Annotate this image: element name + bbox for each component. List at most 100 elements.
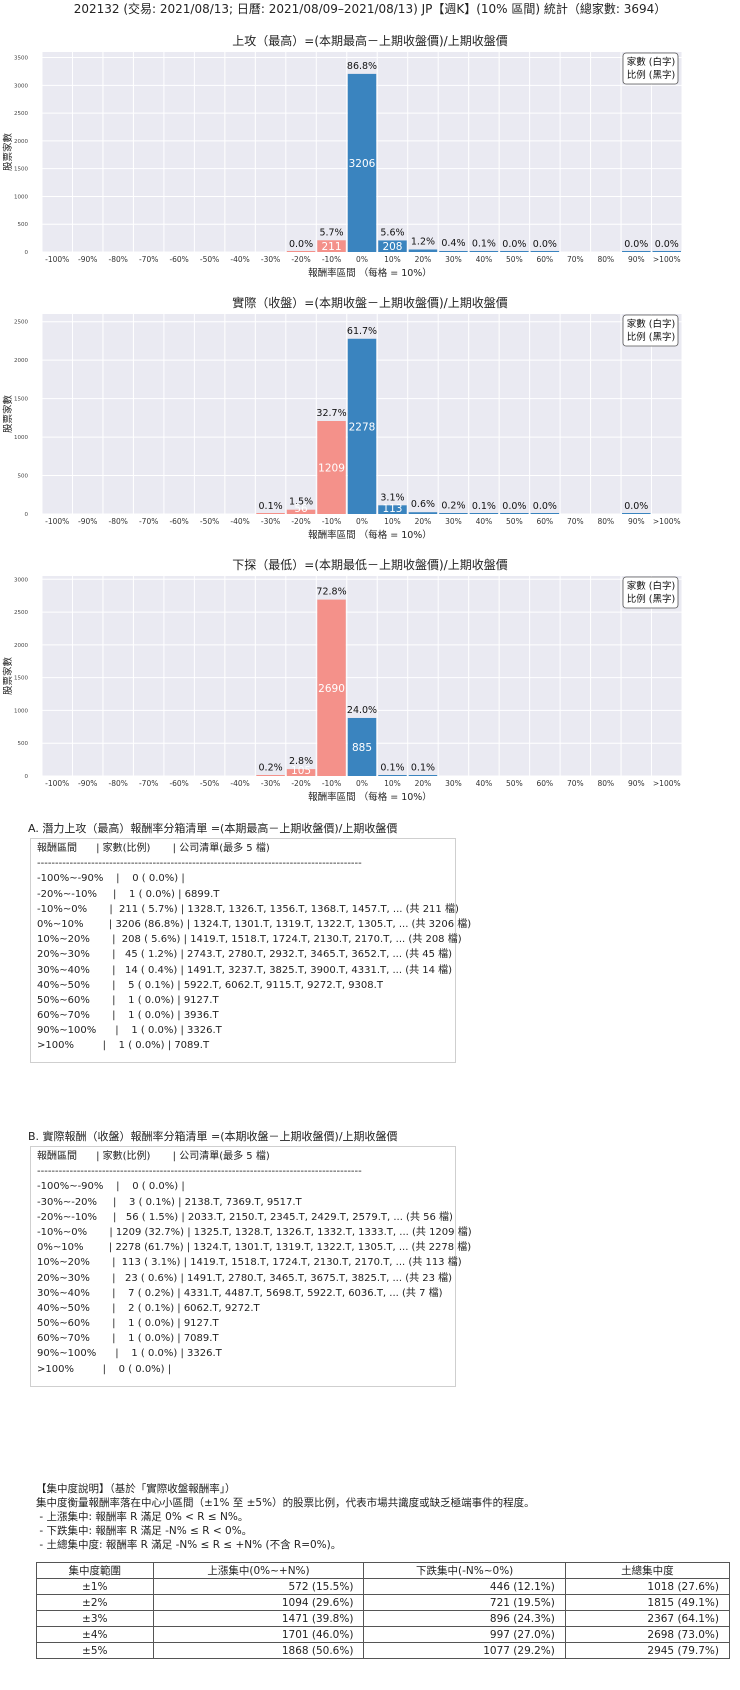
x-tick-label: 90%	[628, 779, 645, 788]
pct-label: 5.6%	[380, 227, 404, 238]
pct-label: 0.1%	[472, 239, 496, 250]
table-cell: ±4%	[36, 1626, 154, 1643]
chart-title: 上攻（最高）=(本期最高－上期收盤價)/上期收盤價	[232, 33, 507, 48]
bar	[408, 249, 438, 252]
bin-line: -10%~0% | 211 ( 5.7%) | 1328.T, 1326.T, …	[37, 903, 459, 915]
x-axis-label: 報酬率區間 （每格 = 10%）	[308, 267, 432, 279]
histogram-close: 實際（收盤）=(本期收盤－上期收盤價)/上期收盤價 0 500 1000 1500 200…	[0, 292, 740, 554]
x-tick-label: 0%	[356, 517, 368, 526]
note-line: - 下跌集中: 報酬率 R 滿足 -N% ≤ R < 0%。	[36, 1525, 253, 1537]
pct-label: 5.7%	[319, 227, 343, 238]
table-cell: 997 (27.0%)	[363, 1626, 566, 1643]
bar	[347, 717, 377, 776]
bin-line: 報酬區間 | 家數(比例) | 公司清單(最多 5 檔)	[37, 1151, 270, 1162]
x-tick-label: -90%	[78, 517, 97, 526]
x-tick-label: -70%	[139, 779, 158, 788]
table-cell: 2367 (64.1%)	[564, 1610, 731, 1627]
bin-line: -10%~0% | 1209 (32.7%) | 1325.T, 1328.T,…	[37, 1226, 472, 1238]
pct-label: 1.2%	[411, 237, 435, 248]
x-tick-label: 30%	[445, 255, 462, 264]
bin-line: 0%~10% | 2278 (61.7%) | 1324.T, 1301.T, …	[37, 1242, 472, 1254]
x-tick-label: -50%	[200, 517, 219, 526]
histogram-high: 上攻（最高）=(本期最高－上期收盤價)/上期收盤價 0 500 1000 1500 200…	[0, 30, 740, 292]
table-row: ±5% 1868 (50.6%) 1077 (29.2%) 2945 (79.7%)	[36, 1642, 731, 1659]
count-label: 56	[294, 503, 308, 515]
x-tick-label: -50%	[200, 255, 219, 264]
pct-label: 0.0%	[624, 501, 648, 512]
bar	[286, 509, 316, 514]
bin-line: -100%~-90% | 0 ( 0.0%) |	[37, 1181, 185, 1193]
table-cell: ±2%	[36, 1594, 154, 1611]
chart-svg: 上攻（最高）=(本期最高－上期收盤價)/上期收盤價 0 500 1000 1500 200…	[2, 33, 683, 279]
x-tick-label: -100%	[45, 779, 69, 788]
x-tick-label: 10%	[384, 779, 401, 788]
table-cell: 1094 (29.6%)	[152, 1594, 365, 1611]
pct-label: 0.0%	[289, 239, 313, 250]
bar	[347, 73, 377, 252]
y-tick-label: 2500	[14, 111, 28, 117]
y-tick-label: 500	[18, 222, 29, 228]
legend-line-1: 家數 (白字)	[627, 580, 675, 592]
pct-label: 0.0%	[533, 239, 557, 250]
y-tick-label: 500	[18, 474, 29, 480]
y-axis-label: 股票家數	[2, 133, 14, 172]
bin-line: 0%~10% | 3206 (86.8%) | 1324.T, 1301.T, …	[37, 918, 472, 930]
x-tick-label: 70%	[567, 255, 584, 264]
x-tick-label: 90%	[628, 255, 645, 264]
bin-line: 報酬區間 | 家數(比例) | 公司清單(最多 5 檔)	[37, 843, 270, 854]
x-tick-label: -90%	[78, 779, 97, 788]
x-tick-label: 30%	[445, 517, 462, 526]
table-cell: ±5%	[36, 1642, 154, 1659]
bar	[469, 251, 499, 252]
x-tick-label: -10%	[322, 255, 341, 264]
pct-label: 0.1%	[472, 501, 496, 512]
y-tick-label: 1500	[14, 676, 28, 682]
y-tick-label: 0	[25, 250, 29, 256]
count-label: 113	[382, 503, 402, 515]
bin-line: 60%~70% | 1 ( 0.0%) | 3936.T	[37, 1010, 219, 1022]
legend-box	[622, 314, 679, 347]
y-tick-label: 2500	[14, 610, 28, 616]
concentration-table: 集中度範圍 上漲集中(0%~+N%) 下跌集中(-N%~0%) 土總集中度 ±1% 57…	[36, 1562, 731, 1659]
bar	[378, 775, 407, 776]
bin-line: ----------------------------------------…	[37, 858, 362, 870]
y-tick-label: 2000	[14, 139, 28, 145]
bin-line: 40%~50% | 5 ( 0.1%) | 5922.T, 6062.T, 91…	[37, 979, 383, 991]
chart-title: 實際（收盤）=(本期收盤－上期收盤價)/上期收盤價	[232, 295, 507, 310]
bin-line: -100%~-90% | 0 ( 0.0%) |	[37, 873, 185, 885]
bin-line: 90%~100% | 1 ( 0.0%) | 3326.T	[37, 1348, 222, 1360]
count-label: 208	[382, 241, 402, 253]
x-tick-label: -80%	[108, 779, 127, 788]
count-label: 885	[352, 742, 372, 754]
y-tick-label: 3000	[14, 83, 28, 89]
bar	[347, 338, 377, 514]
x-tick-label: -50%	[200, 779, 219, 788]
pct-label: 0.2%	[259, 763, 283, 774]
table-cell: 572 (15.5%)	[152, 1578, 365, 1595]
legend-line-2: 比例 (黑字)	[627, 593, 675, 605]
y-tick-label: 1000	[14, 708, 28, 714]
section-b-title: B. 實際報酬（收盤）報酬率分箱清單 =(本期收盤－上期收盤價)/上期收盤價	[28, 1130, 398, 1143]
pct-label: 0.1%	[411, 763, 435, 774]
x-tick-label: 60%	[537, 779, 554, 788]
table-cell: 896 (24.3%)	[363, 1610, 566, 1627]
x-tick-label: -100%	[45, 517, 69, 526]
x-tick-label: 50%	[506, 255, 523, 264]
x-tick-label: 50%	[506, 779, 523, 788]
bar	[500, 251, 529, 252]
note-line: 【集中度說明】（基於「實際收盤報酬率」）	[36, 1483, 236, 1495]
x-tick-label: 20%	[415, 255, 432, 264]
y-tick-label: 500	[18, 741, 29, 747]
bin-line: 30%~40% | 7 ( 0.2%) | 4331.T, 4487.T, 56…	[37, 1287, 443, 1299]
bin-line: -30%~-20% | 3 ( 0.1%) | 2138.T, 7369.T, …	[37, 1196, 302, 1208]
pct-label: 0.0%	[533, 501, 557, 512]
pct-label: 24.0%	[347, 705, 377, 716]
x-tick-label: >100%	[653, 255, 681, 264]
x-tick-label: -40%	[230, 517, 249, 526]
table-header-cell: 上漲集中(0%~+N%)	[152, 1562, 365, 1579]
pct-label: 2.8%	[289, 756, 313, 767]
x-tick-label: 70%	[567, 517, 584, 526]
bar	[378, 505, 407, 514]
count-label: 2690	[318, 683, 345, 695]
table-row: ±3% 1471 (39.8%) 896 (24.3%) 2367 (64.1%)	[36, 1610, 731, 1627]
